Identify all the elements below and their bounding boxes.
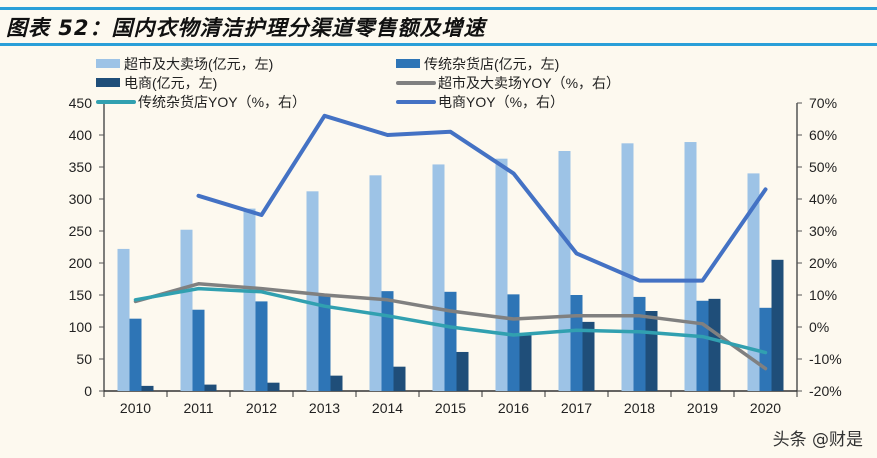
- bar-1: [444, 291, 457, 391]
- bar-0: [243, 208, 256, 391]
- bar-0: [747, 173, 760, 391]
- legend-swatch: [96, 59, 120, 68]
- bar-2: [330, 375, 343, 391]
- bar-0: [306, 191, 319, 391]
- bar-2: [141, 385, 154, 391]
- x-tick-label: 2012: [246, 400, 277, 416]
- top-rule: [0, 7, 877, 10]
- legend-label: 电商(亿元，左): [124, 75, 217, 91]
- bar-2: [708, 298, 721, 391]
- chart-title: 图表 52：国内衣物清洁护理分渠道零售额及增速: [6, 16, 486, 40]
- bar-1: [759, 307, 772, 391]
- right-tick-label: -20%: [809, 383, 842, 399]
- left-tick-label: 200: [69, 255, 93, 271]
- left-tick-label: 400: [69, 127, 93, 143]
- bar-0: [369, 175, 382, 391]
- x-tick-label: 2013: [309, 400, 340, 416]
- right-tick-label: 20%: [809, 255, 837, 271]
- left-tick-label: 300: [69, 191, 93, 207]
- bar-0: [495, 158, 508, 391]
- legend-label: 超市及大卖场(亿元，左): [124, 56, 273, 72]
- x-tick-label: 2010: [120, 400, 151, 416]
- bar-0: [558, 151, 571, 391]
- bar-1: [255, 301, 268, 391]
- bar-2: [645, 311, 658, 391]
- bar-0: [621, 143, 634, 391]
- legend-label: 电商YOY（%，右）: [438, 94, 564, 110]
- x-tick-label: 2019: [687, 400, 718, 416]
- left-tick-label: 450: [69, 95, 93, 111]
- left-tick-label: 150: [69, 287, 93, 303]
- legend-swatch: [396, 81, 436, 85]
- legend-label: 传统杂货店(亿元，左): [424, 56, 559, 72]
- bar-2: [393, 366, 406, 391]
- bar-2: [771, 259, 784, 391]
- right-tick-label: 70%: [809, 95, 837, 111]
- x-tick-label: 2017: [561, 400, 592, 416]
- bar-2: [519, 335, 532, 391]
- bar-1: [318, 295, 331, 391]
- bar-1: [381, 291, 394, 391]
- x-tick-label: 2020: [750, 400, 781, 416]
- x-tick-label: 2016: [498, 400, 529, 416]
- right-tick-label: 30%: [809, 223, 837, 239]
- right-tick-label: -10%: [809, 351, 842, 367]
- left-tick-label: 0: [84, 383, 92, 399]
- bar-1: [192, 309, 205, 391]
- bar-2: [582, 321, 595, 391]
- bar-0: [684, 142, 697, 391]
- right-tick-label: 40%: [809, 191, 837, 207]
- legend-label: 超市及大卖场YOY（%，右）: [438, 75, 620, 91]
- legend-swatch: [96, 78, 120, 87]
- bar-0: [432, 164, 445, 391]
- bar-0: [117, 248, 130, 391]
- legend-swatch: [396, 59, 420, 68]
- title-rule: [0, 43, 877, 46]
- bar-2: [204, 384, 217, 391]
- right-tick-label: 0%: [809, 319, 829, 335]
- bar-1: [696, 300, 709, 391]
- left-tick-label: 50: [76, 351, 92, 367]
- right-tick-label: 10%: [809, 287, 837, 303]
- legend-label: 传统杂货店YOY（%，右）: [138, 94, 306, 110]
- bar-1: [570, 295, 583, 391]
- x-tick-label: 2014: [372, 400, 403, 416]
- x-tick-label: 2018: [624, 400, 655, 416]
- line-series-2: [196, 113, 768, 283]
- x-tick-label: 2011: [183, 400, 213, 416]
- left-tick-label: 250: [69, 223, 93, 239]
- x-tick-label: 2015: [435, 400, 466, 416]
- right-tick-label: 50%: [809, 159, 837, 175]
- legend-swatch: [96, 100, 136, 104]
- bar-1: [129, 318, 142, 391]
- left-tick-label: 350: [69, 159, 93, 175]
- left-tick-label: 100: [69, 319, 93, 335]
- bar-2: [267, 382, 280, 391]
- bar-0: [180, 229, 193, 391]
- bar-1: [633, 296, 646, 391]
- bar-2: [456, 351, 469, 391]
- right-tick-label: 60%: [809, 127, 837, 143]
- legend-swatch: [396, 100, 436, 104]
- watermark: 头条 @财是: [772, 430, 863, 450]
- bar-1: [507, 294, 520, 391]
